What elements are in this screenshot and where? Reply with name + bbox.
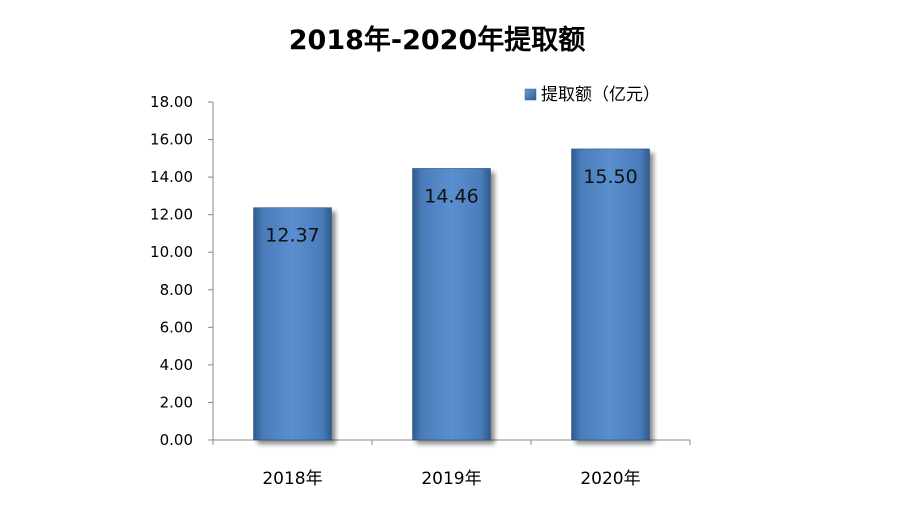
y-tick-label: 4.00 — [160, 356, 193, 374]
data-label: 14.46 — [424, 185, 478, 207]
legend: 提取额（亿元） — [524, 85, 660, 105]
legend-swatch — [524, 88, 537, 101]
y-tick-label: 18.00 — [150, 93, 193, 111]
y-tick-label: 10.00 — [150, 243, 193, 261]
data-label: 12.37 — [265, 225, 319, 247]
x-category-label: 2018年 — [262, 469, 322, 489]
y-tick-label: 0.00 — [160, 431, 193, 449]
x-category-label: 2020年 — [580, 469, 640, 489]
x-axis: 2018年 2019年 2020年 — [212, 439, 691, 489]
y-tick-label: 12.00 — [150, 206, 193, 224]
chart-title: 2018年-2020年提取额 — [289, 24, 586, 56]
x-category-label: 2019年 — [421, 469, 481, 489]
legend-label: 提取额（亿元） — [541, 85, 660, 105]
y-tick-label: 14.00 — [150, 168, 193, 186]
y-tick-label: 6.00 — [160, 318, 193, 336]
bar — [253, 207, 332, 441]
bar — [412, 168, 491, 441]
y-tick-label: 2.00 — [160, 393, 193, 411]
y-axis: 0.00 2.00 4.00 6.00 8.00 10.00 12.00 14.00 16.00… — [150, 93, 214, 449]
y-tick-label: 16.00 — [150, 131, 193, 149]
bars — [253, 148, 650, 441]
bar — [571, 148, 650, 441]
data-label: 15.50 — [583, 166, 637, 188]
y-tick-label: 8.00 — [160, 281, 193, 299]
data-labels: 12.37 14.46 15.50 — [265, 166, 637, 247]
